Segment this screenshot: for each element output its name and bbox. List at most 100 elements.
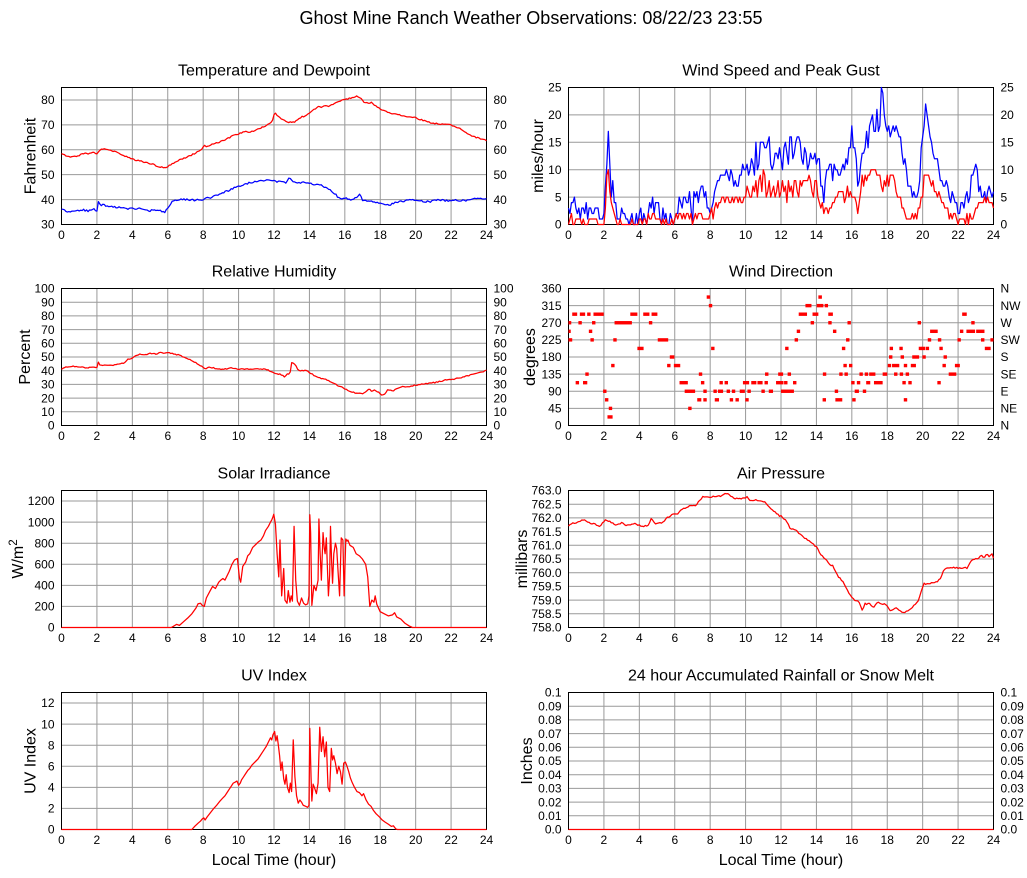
svg-text:0: 0 xyxy=(58,228,65,242)
svg-text:0: 0 xyxy=(1001,218,1008,232)
svg-text:NW: NW xyxy=(1001,299,1022,313)
svg-text:761.0: 761.0 xyxy=(531,539,561,553)
svg-text:10: 10 xyxy=(494,405,508,419)
svg-text:Wind Direction: Wind Direction xyxy=(729,263,833,280)
svg-text:10: 10 xyxy=(41,717,55,731)
svg-text:8: 8 xyxy=(200,429,207,443)
svg-text:14: 14 xyxy=(810,228,824,242)
svg-text:0: 0 xyxy=(58,429,65,443)
svg-text:20: 20 xyxy=(548,108,562,122)
svg-text:miles/hour: miles/hour xyxy=(530,118,547,192)
svg-text:5: 5 xyxy=(555,190,562,204)
svg-text:12: 12 xyxy=(41,696,55,710)
svg-text:90: 90 xyxy=(494,295,508,309)
svg-text:20: 20 xyxy=(409,228,423,242)
svg-text:60: 60 xyxy=(41,143,55,157)
svg-text:2: 2 xyxy=(94,833,101,847)
svg-text:760.0: 760.0 xyxy=(531,566,561,580)
svg-text:14: 14 xyxy=(303,631,317,645)
svg-text:90: 90 xyxy=(548,384,562,398)
svg-text:0.08: 0.08 xyxy=(538,713,562,727)
svg-text:20: 20 xyxy=(916,228,930,242)
svg-text:70: 70 xyxy=(41,118,55,132)
svg-text:4: 4 xyxy=(636,631,643,645)
svg-text:10: 10 xyxy=(739,631,753,645)
svg-text:8: 8 xyxy=(707,833,714,847)
svg-text:24: 24 xyxy=(480,228,494,242)
svg-text:22: 22 xyxy=(444,833,458,847)
svg-text:22: 22 xyxy=(951,429,965,443)
svg-text:30: 30 xyxy=(41,218,55,232)
svg-text:22: 22 xyxy=(951,833,965,847)
svg-text:Fahrenheit: Fahrenheit xyxy=(23,117,40,194)
svg-text:400: 400 xyxy=(34,579,54,593)
svg-text:0.05: 0.05 xyxy=(538,754,562,768)
svg-text:0.03: 0.03 xyxy=(538,782,562,796)
svg-text:8: 8 xyxy=(707,429,714,443)
svg-text:6: 6 xyxy=(164,429,171,443)
svg-text:225: 225 xyxy=(541,333,561,347)
svg-text:18: 18 xyxy=(374,429,388,443)
svg-text:50: 50 xyxy=(41,350,55,364)
svg-text:10: 10 xyxy=(1001,163,1015,177)
svg-text:759.0: 759.0 xyxy=(531,593,561,607)
svg-text:4: 4 xyxy=(129,833,136,847)
svg-text:0: 0 xyxy=(48,621,55,635)
svg-text:10: 10 xyxy=(41,405,55,419)
svg-text:W/m2: W/m2 xyxy=(8,539,27,578)
svg-text:200: 200 xyxy=(34,600,54,614)
svg-text:30: 30 xyxy=(494,378,508,392)
svg-text:80: 80 xyxy=(494,93,508,107)
svg-text:8: 8 xyxy=(48,738,55,752)
svg-text:16: 16 xyxy=(338,631,352,645)
svg-text:18: 18 xyxy=(374,631,388,645)
svg-text:10: 10 xyxy=(232,833,246,847)
svg-text:22: 22 xyxy=(951,631,965,645)
svg-text:15: 15 xyxy=(1001,136,1015,150)
svg-text:758.0: 758.0 xyxy=(531,621,561,635)
svg-text:24: 24 xyxy=(480,429,494,443)
svg-text:315: 315 xyxy=(541,299,561,313)
svg-text:45: 45 xyxy=(548,402,562,416)
svg-text:70: 70 xyxy=(494,323,508,337)
svg-text:6: 6 xyxy=(48,760,55,774)
svg-text:15: 15 xyxy=(548,136,562,150)
svg-text:40: 40 xyxy=(41,193,55,207)
svg-text:0.07: 0.07 xyxy=(1001,727,1025,741)
svg-text:2: 2 xyxy=(601,631,608,645)
svg-text:0.02: 0.02 xyxy=(538,795,562,809)
svg-text:22: 22 xyxy=(444,631,458,645)
svg-text:12: 12 xyxy=(267,429,281,443)
svg-text:4: 4 xyxy=(636,429,643,443)
svg-text:20: 20 xyxy=(409,429,423,443)
svg-text:millibars: millibars xyxy=(514,530,531,589)
svg-text:761.5: 761.5 xyxy=(531,525,561,539)
svg-text:20: 20 xyxy=(409,833,423,847)
svg-text:20: 20 xyxy=(916,631,930,645)
svg-text:0.09: 0.09 xyxy=(538,699,562,713)
svg-text:12: 12 xyxy=(774,429,788,443)
svg-text:14: 14 xyxy=(303,429,317,443)
svg-text:100: 100 xyxy=(34,282,54,296)
svg-text:4: 4 xyxy=(129,631,136,645)
svg-text:1000: 1000 xyxy=(28,515,55,529)
svg-text:0.03: 0.03 xyxy=(1001,782,1025,796)
svg-text:5: 5 xyxy=(1001,190,1008,204)
svg-text:270: 270 xyxy=(541,316,561,330)
svg-text:24: 24 xyxy=(987,631,1001,645)
svg-text:16: 16 xyxy=(338,833,352,847)
svg-text:0: 0 xyxy=(48,419,55,433)
svg-text:8: 8 xyxy=(200,833,207,847)
svg-text:18: 18 xyxy=(881,631,895,645)
svg-text:10: 10 xyxy=(739,833,753,847)
svg-text:Relative Humidity: Relative Humidity xyxy=(212,263,336,280)
svg-text:S: S xyxy=(1001,350,1009,364)
svg-text:Local Time (hour): Local Time (hour) xyxy=(719,852,844,869)
svg-text:4: 4 xyxy=(48,781,55,795)
svg-text:12: 12 xyxy=(774,833,788,847)
svg-text:Local Time (hour): Local Time (hour) xyxy=(212,852,337,869)
svg-text:0: 0 xyxy=(494,419,501,433)
svg-text:24: 24 xyxy=(987,429,1001,443)
svg-text:16: 16 xyxy=(845,833,859,847)
svg-text:60: 60 xyxy=(41,337,55,351)
